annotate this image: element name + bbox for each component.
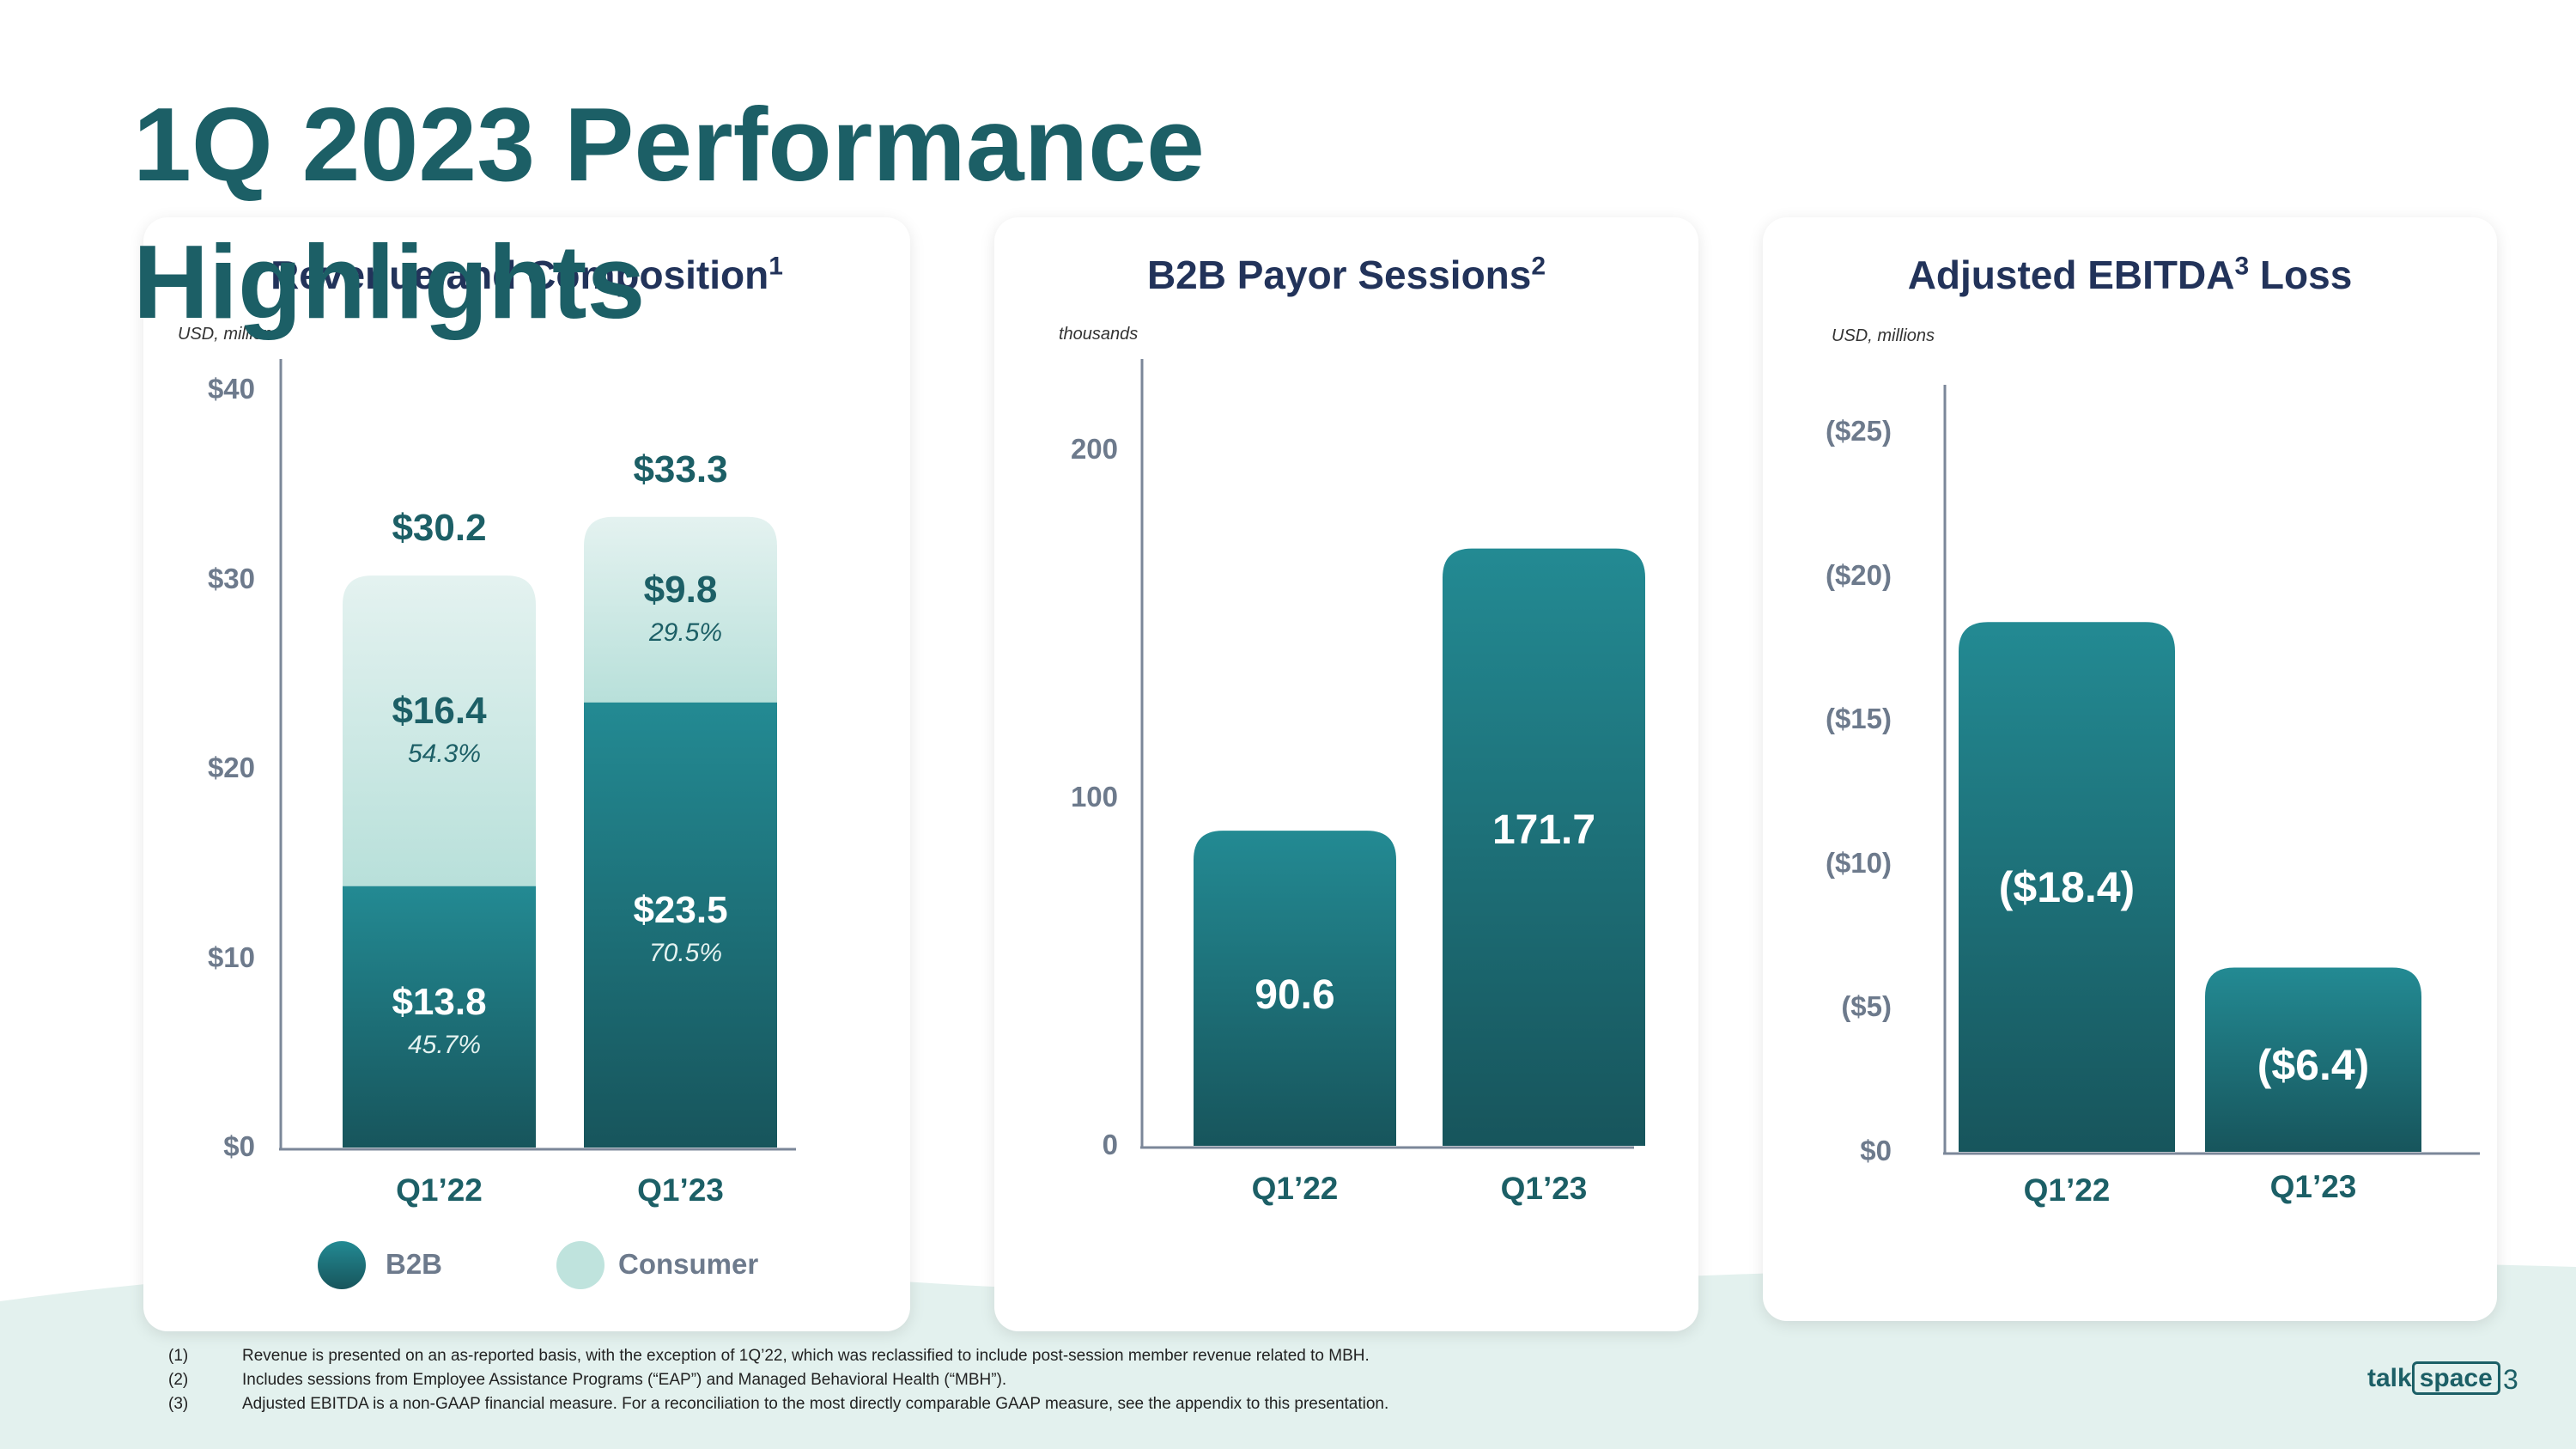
bar-ebitda-value: ($18.4) <box>1998 863 2136 912</box>
bar-b2b-pct: 45.7% <box>407 1030 482 1059</box>
x-category-label: Q1’22 <box>396 1172 483 1208</box>
x-category-label: Q1’22 <box>2023 1172 2111 1208</box>
footnote-2: (2) Includes sessions from Employee Assis… <box>168 1371 1007 1389</box>
talkspace-logo: talk space <box>2367 1361 2500 1395</box>
page-number: 3 <box>2503 1364 2518 1395</box>
revenue-card: Revenue and Composition1 USD, millions $… <box>143 217 910 1331</box>
revenue-tick-label: $20 <box>207 752 255 783</box>
revenue-unit-label: USD, millions <box>178 325 282 344</box>
sessions-card: B2B Payor Sessions2 thousands 0 100 200 90… <box>994 217 1698 1331</box>
bar-b2b-value: $13.8 <box>392 980 487 1023</box>
sessions-chart-title: B2B Payor Sessions2 <box>1146 252 1546 297</box>
legend-consumer-label: Consumer <box>618 1248 759 1280</box>
footnote-3: (3) Adjusted EBITDA is a non-GAAP financi… <box>168 1395 1389 1413</box>
page-title: 1Q 2023 Performance Highlights <box>133 86 1205 340</box>
bar-b2b <box>343 886 536 1148</box>
ebitda-tick-label: ($5) <box>1841 990 1892 1023</box>
sessions-tick-label: 100 <box>1070 781 1118 813</box>
ebitda-chart-title: Adjusted EBITDA3 Loss <box>1907 252 2353 297</box>
ebitda-tick-label: ($15) <box>1825 703 1892 735</box>
bar-consumer-value: $9.8 <box>643 568 718 611</box>
bar-sessions-value: 171.7 <box>1492 807 1596 853</box>
bar-ebitda <box>2205 967 2421 1152</box>
revenue-chart <box>279 359 796 1151</box>
bar-consumer-value: $16.4 <box>392 689 487 732</box>
ebitda-unit-label: USD, millions <box>1832 326 1935 345</box>
revenue-chart-title: Revenue and Composition1 <box>270 252 783 297</box>
sessions-unit-label: thousands <box>1059 325 1139 344</box>
revenue-tick-label: $10 <box>207 941 255 973</box>
sessions-chart <box>1140 359 1645 1149</box>
ebitda-tick-label: ($20) <box>1825 558 1892 591</box>
bar-sessions <box>1443 548 1645 1146</box>
bar-total-label: $30.2 <box>392 507 487 550</box>
x-category-label: Q1’23 <box>637 1172 724 1208</box>
bar-b2b <box>584 702 777 1148</box>
ebitda-tick-label: $0 <box>1860 1135 1892 1166</box>
bar-consumer <box>343 575 536 886</box>
bar-ebitda <box>1959 622 2175 1152</box>
bar-sessions-value: 90.6 <box>1255 971 1335 1018</box>
bar-b2b-value: $23.5 <box>633 888 728 931</box>
footnote-1: (1) Revenue is presented on an as-reporte… <box>168 1347 1370 1365</box>
revenue-tick-label: $40 <box>207 373 255 405</box>
ebitda-tick-label: ($10) <box>1825 846 1892 879</box>
bar-consumer-pct: 54.3% <box>407 739 482 768</box>
bar-consumer <box>584 516 777 703</box>
bar-consumer-pct: 29.5% <box>648 618 723 647</box>
revenue-tick-label: $30 <box>207 562 255 594</box>
legend-b2b-label: B2B <box>386 1248 443 1280</box>
footnotes: (1) Revenue is presented on an as-reporte… <box>168 1344 1388 1416</box>
bar-sessions <box>1194 831 1396 1146</box>
x-category-label: Q1’23 <box>1500 1171 1588 1206</box>
legend-consumer-swatch <box>556 1241 605 1289</box>
x-category-label: Q1’23 <box>2269 1169 2357 1204</box>
ebitda-tick-label: ($25) <box>1825 415 1892 447</box>
revenue-tick-label: $0 <box>223 1130 255 1162</box>
ebitda-card: Adjusted EBITDA3 Loss USD, millions $0 ($… <box>1763 217 2497 1321</box>
sessions-tick-label: 0 <box>1102 1129 1118 1160</box>
bar-ebitda-value: ($6.4) <box>2257 1041 2370 1090</box>
legend-b2b-swatch <box>318 1241 366 1289</box>
bar-total-label: $33.3 <box>633 447 728 490</box>
x-category-label: Q1’22 <box>1251 1171 1339 1206</box>
bar-b2b-pct: 70.5% <box>648 938 723 967</box>
ebitda-chart <box>1943 385 2480 1155</box>
sessions-tick-label: 200 <box>1070 433 1118 465</box>
